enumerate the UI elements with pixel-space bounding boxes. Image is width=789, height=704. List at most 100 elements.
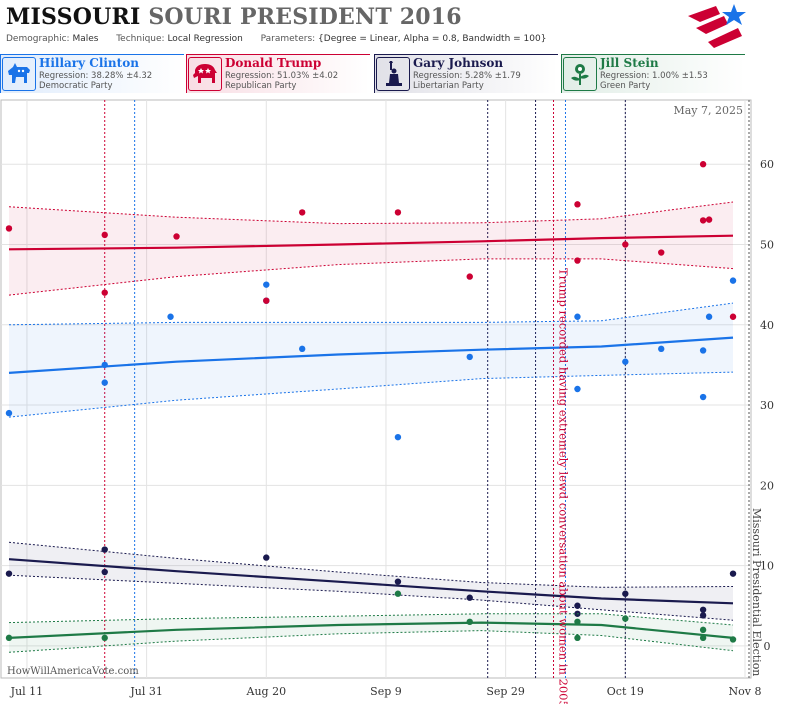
annotation-lewd-tape: Trump recorded having extremely lewd con… <box>557 268 571 704</box>
poll-point-clinton <box>574 313 581 320</box>
poll-point-johnson <box>5 570 13 577</box>
donkey-icon <box>2 57 36 91</box>
legend-regression-stein: Regression: 1.00% ±1.53 <box>600 71 708 81</box>
poll-point-stein <box>5 634 13 642</box>
poll-point-stein <box>574 634 581 642</box>
poll-point-trump <box>574 257 581 264</box>
x-tick-label: Oct 19 <box>607 685 644 698</box>
plot-frame <box>0 99 752 679</box>
parameters-line: Demographic: Males Technique: Local Regr… <box>6 34 546 44</box>
poll-point-clinton <box>5 409 13 417</box>
regression-chart: 0 10 20 30 40 50 60 Jul 11 Jul 31 Aug 20 Sep 9 Sep … <box>0 99 774 704</box>
poll-point-trump <box>705 216 713 223</box>
poll-point-trump <box>699 161 707 168</box>
technique-label: Technique: <box>116 34 165 44</box>
legend-name-johnson: Gary Johnson <box>413 56 504 70</box>
poll-point-trump <box>574 201 581 208</box>
x-tick-label: Aug 20 <box>246 685 287 698</box>
y-tick-label: 60 <box>760 158 774 171</box>
technique-value: Local Regression <box>167 34 243 44</box>
legend-name-trump: Donald Trump <box>225 56 322 70</box>
poll-point-johnson <box>394 578 402 585</box>
poll-point-clinton <box>466 353 473 361</box>
legend-name-stein: Jill Stein <box>600 56 659 70</box>
demographic-label: Demographic: <box>6 34 70 44</box>
confidence-band-johnson <box>9 542 733 621</box>
legend-item-johnson: Gary Johnson Regression: 5.28% ±1.79 Lib… <box>374 54 558 93</box>
regression-line-trump <box>8 234 734 251</box>
poll-point-trump <box>263 297 270 304</box>
poll-point-clinton <box>101 361 108 369</box>
poll-point-trump <box>622 241 629 248</box>
poll-point-stein <box>622 615 629 622</box>
poll-point-stein <box>394 590 402 597</box>
poll-point-trump <box>394 209 402 216</box>
poll-point-stein <box>729 636 737 643</box>
legend-regression-johnson: Regression: 5.28% ±1.79 <box>413 71 521 81</box>
legend-party-johnson: Libertarian Party <box>413 81 484 91</box>
poll-point-clinton <box>167 313 174 320</box>
poll-point-johnson <box>622 590 629 597</box>
poll-point-johnson <box>263 554 270 561</box>
legend-party-trump: Republican Party <box>225 81 297 91</box>
upper-bound-clinton <box>8 302 734 326</box>
upper-bound-trump <box>8 201 734 225</box>
upper-bound-stein <box>8 613 734 626</box>
poll-point-johnson <box>729 570 737 577</box>
regression-line-clinton <box>8 336 734 374</box>
parameters-label: Parameters: <box>260 34 316 44</box>
poll-point-stein <box>699 626 707 634</box>
poll-point-trump <box>466 273 473 280</box>
regression-line-johnson <box>8 558 734 605</box>
rose-icon <box>563 57 597 91</box>
poll-point-trump <box>699 217 707 224</box>
parameters-value: {Degree = Linear, Alpha = 0.8, Bandwidth… <box>318 34 547 44</box>
poll-point-trump <box>5 225 13 232</box>
date-stamp: May 7, 2025 <box>673 104 743 117</box>
x-tick-label: Jul 11 <box>10 685 44 698</box>
y-tick-label: 50 <box>760 239 774 252</box>
poll-point-clinton <box>705 313 713 320</box>
chart-title: MISSOURI SOURI PRESIDENT 2016 <box>6 4 462 30</box>
regression-line-stein <box>8 621 734 639</box>
lower-bound-trump <box>8 258 734 296</box>
poll-point-clinton <box>622 358 629 365</box>
title-race: SOURI PRESIDENT 2016 <box>148 4 462 30</box>
elephant-icon <box>188 57 222 91</box>
lower-bound-clinton <box>8 371 734 418</box>
lower-bound-johnson <box>8 574 734 621</box>
poll-point-stein <box>466 618 473 626</box>
confidence-band-trump <box>9 202 733 296</box>
y-tick-label: 40 <box>760 319 774 332</box>
poll-point-trump <box>101 289 108 296</box>
poll-point-johnson <box>101 568 108 576</box>
chart-header: MISSOURI SOURI PRESIDENT 2016 Demographi… <box>0 0 789 52</box>
poll-point-stein <box>574 618 581 626</box>
statue-of-liberty-icon <box>376 57 410 91</box>
poll-point-trump <box>729 313 737 320</box>
poll-point-clinton <box>574 385 581 393</box>
credit-text: HowWillAmericaVote.com <box>7 666 139 677</box>
y-tick-label: 30 <box>760 399 774 412</box>
poll-point-clinton <box>729 277 737 284</box>
confidence-band-clinton <box>9 303 733 418</box>
poll-point-clinton <box>699 347 707 354</box>
legend-name-clinton: Hillary Clinton <box>39 56 139 70</box>
lower-bound-stein <box>8 630 734 653</box>
poll-point-johnson <box>699 606 707 613</box>
demographic-value: Males <box>72 34 99 44</box>
legend-party-clinton: Democratic Party <box>39 81 113 91</box>
title-state: MISSOURI <box>6 4 141 30</box>
y-tick-label: 20 <box>760 479 774 492</box>
poll-point-johnson <box>466 594 473 601</box>
annotation-election-day: Missouri Presidential Election <box>750 508 763 676</box>
x-tick-label: Nov 8 <box>729 685 762 698</box>
upper-bound-johnson <box>8 541 734 588</box>
poll-point-clinton <box>263 281 270 288</box>
poll-point-clinton <box>101 379 108 386</box>
poll-point-stein <box>101 634 108 642</box>
poll-point-clinton <box>699 393 707 401</box>
poll-point-clinton <box>298 345 306 353</box>
legend-item-clinton: Hillary Clinton Regression: 38.28% ±4.32… <box>0 54 184 93</box>
poll-point-trump <box>298 209 306 216</box>
